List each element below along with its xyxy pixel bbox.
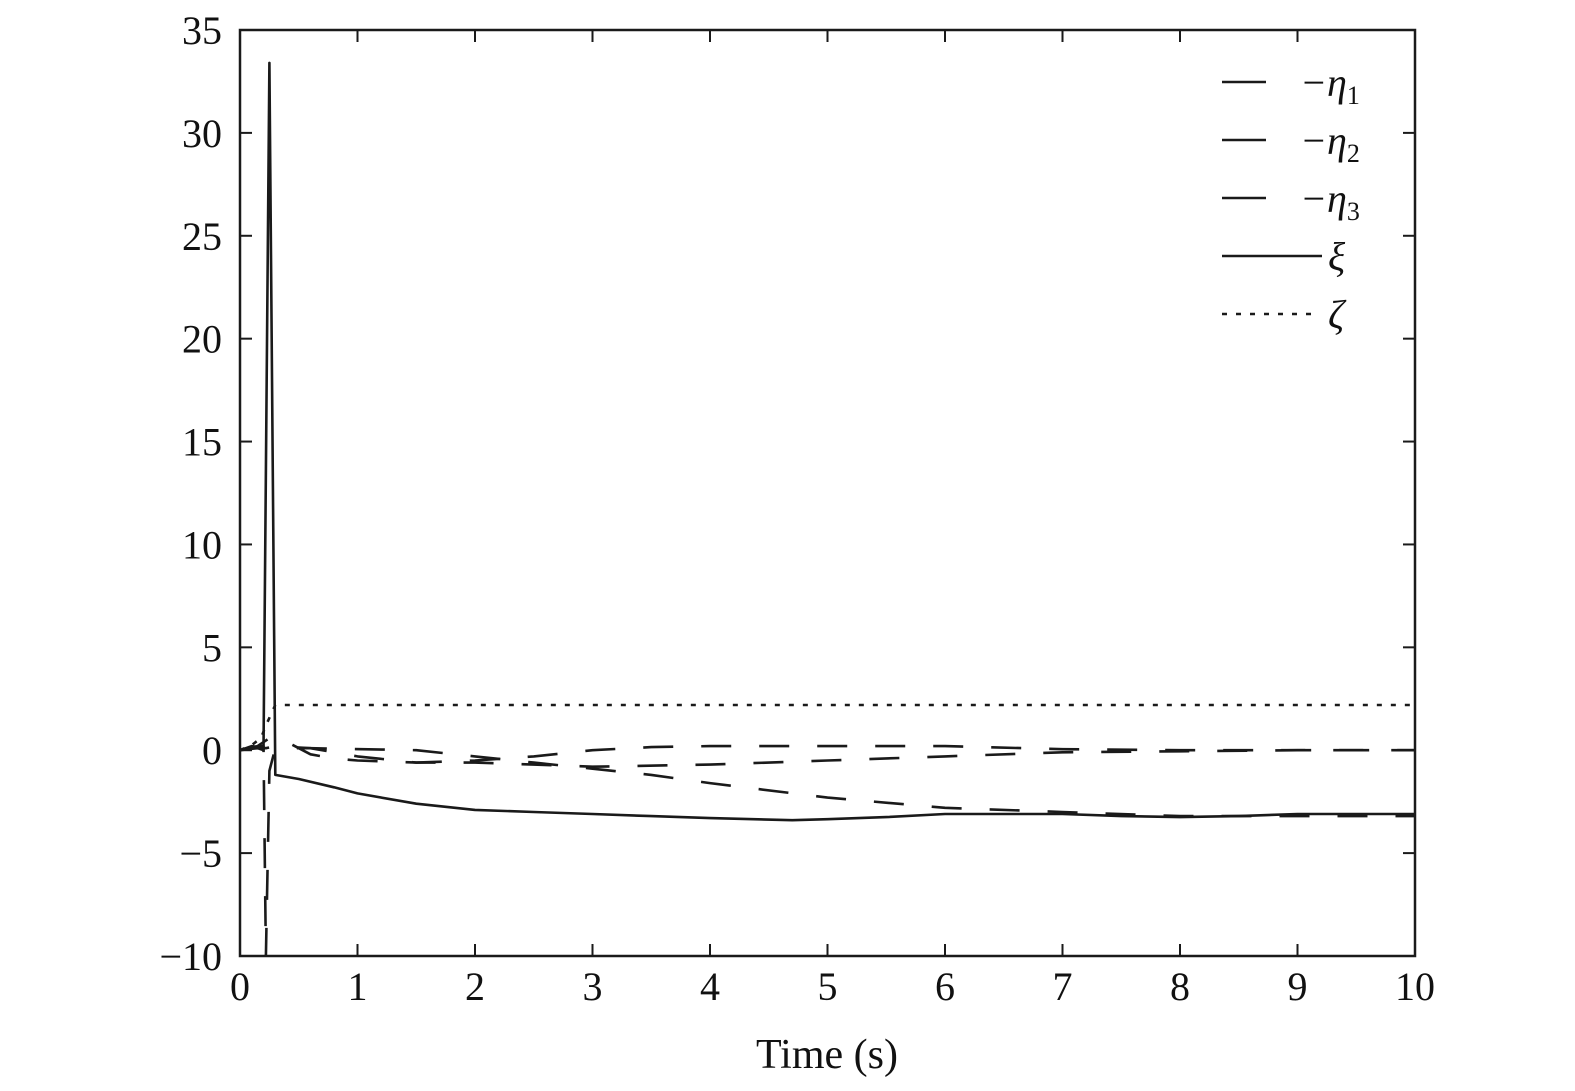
- axis-tick-labels: 0 1 2 3 4 5 6 7 8 9 10 −10 −5 0 5 10 15 20 25 30 35: [159, 8, 1435, 1009]
- y-tick-label: 0: [202, 728, 222, 773]
- x-tick-label: 4: [700, 964, 720, 1009]
- x-tick-label: 3: [583, 964, 603, 1009]
- legend-label: −η1: [1300, 60, 1360, 110]
- x-tick-label: 9: [1288, 964, 1308, 1009]
- y-tick-label: 5: [202, 625, 222, 670]
- y-tick-label: 20: [182, 317, 222, 362]
- legend-label: ζ: [1328, 292, 1347, 337]
- x-axis-title: Time (s): [756, 1032, 898, 1078]
- y-tick-label: 10: [182, 522, 222, 567]
- axis-ticks: [239, 29, 1416, 957]
- series-layer: [240, 61, 1415, 956]
- x-tick-label: 5: [818, 964, 838, 1009]
- plot-area: [238, 28, 1417, 958]
- legend-label: ξ: [1328, 234, 1346, 279]
- y-tick-label: −10: [159, 934, 222, 979]
- y-tick-label: 30: [182, 111, 222, 156]
- x-tick-label: 8: [1170, 964, 1190, 1009]
- y-tick-label: 35: [182, 8, 222, 53]
- series-line-4: [240, 61, 1415, 822]
- x-tick-label: 10: [1395, 964, 1435, 1009]
- y-tick-label: 25: [182, 214, 222, 259]
- x-tick-label: 6: [935, 964, 955, 1009]
- x-tick-label: 1: [348, 964, 368, 1009]
- x-tick-label: 2: [465, 964, 485, 1009]
- series-line-2: [240, 744, 1415, 956]
- legend: −η1 −η2 −η3 ξζ: [1222, 60, 1360, 337]
- y-tick-label: 15: [182, 420, 222, 465]
- x-tick-label: 0: [230, 964, 250, 1009]
- legend-label: −η2: [1300, 118, 1360, 168]
- y-tick-label: −5: [179, 831, 222, 876]
- x-tick-label: 7: [1053, 964, 1073, 1009]
- series-line-5: [240, 703, 1415, 752]
- legend-label: −η3: [1300, 176, 1360, 226]
